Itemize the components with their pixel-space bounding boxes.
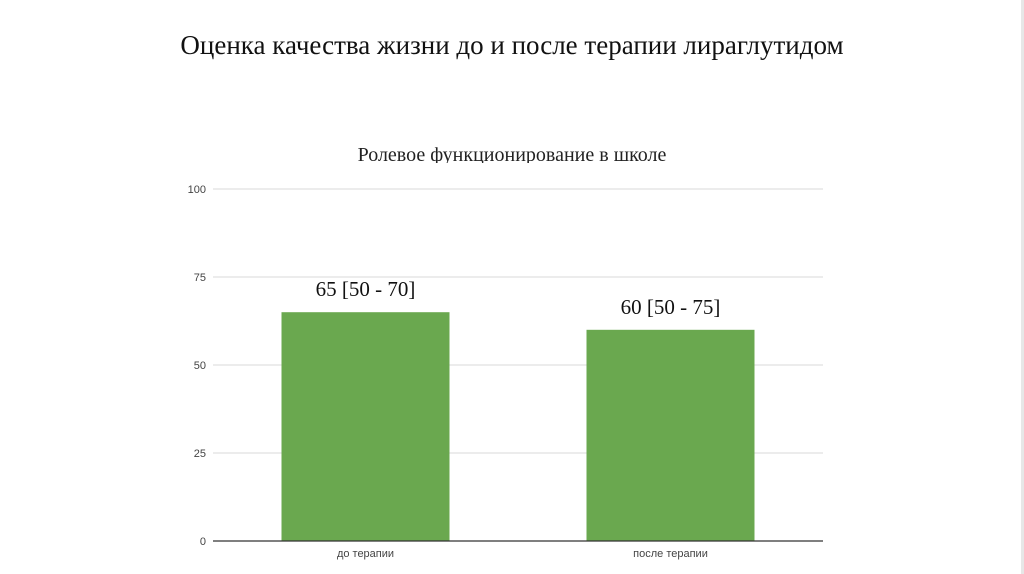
x-tick-label: до терапии <box>337 548 394 560</box>
bar <box>281 312 450 541</box>
y-tick-label: 50 <box>194 360 206 372</box>
data-label: 60 [50 - 75] <box>621 295 721 319</box>
slide-edge <box>1021 0 1024 574</box>
x-tick-label: после терапии <box>633 548 708 560</box>
x-axis-ticks: до терапии после терапии <box>337 548 708 560</box>
y-tick-label: 0 <box>200 536 206 548</box>
y-tick-label: 100 <box>188 184 206 196</box>
bar <box>586 329 755 541</box>
slide-title: Оценка качества жизни до и после терапии… <box>180 30 844 60</box>
data-label: 65 [50 - 70] <box>316 277 416 301</box>
y-tick-label: 25 <box>194 448 206 460</box>
chart-title-container: Ролевое функционирование в школе <box>0 144 1024 163</box>
data-labels: 65 [50 - 70] 60 [50 - 75] <box>316 277 721 319</box>
y-axis-ticks: 0 25 50 75 100 <box>188 184 206 548</box>
bars <box>281 312 755 541</box>
y-tick-label: 75 <box>194 272 206 284</box>
chart-title: Ролевое функционирование в школе <box>357 144 667 163</box>
